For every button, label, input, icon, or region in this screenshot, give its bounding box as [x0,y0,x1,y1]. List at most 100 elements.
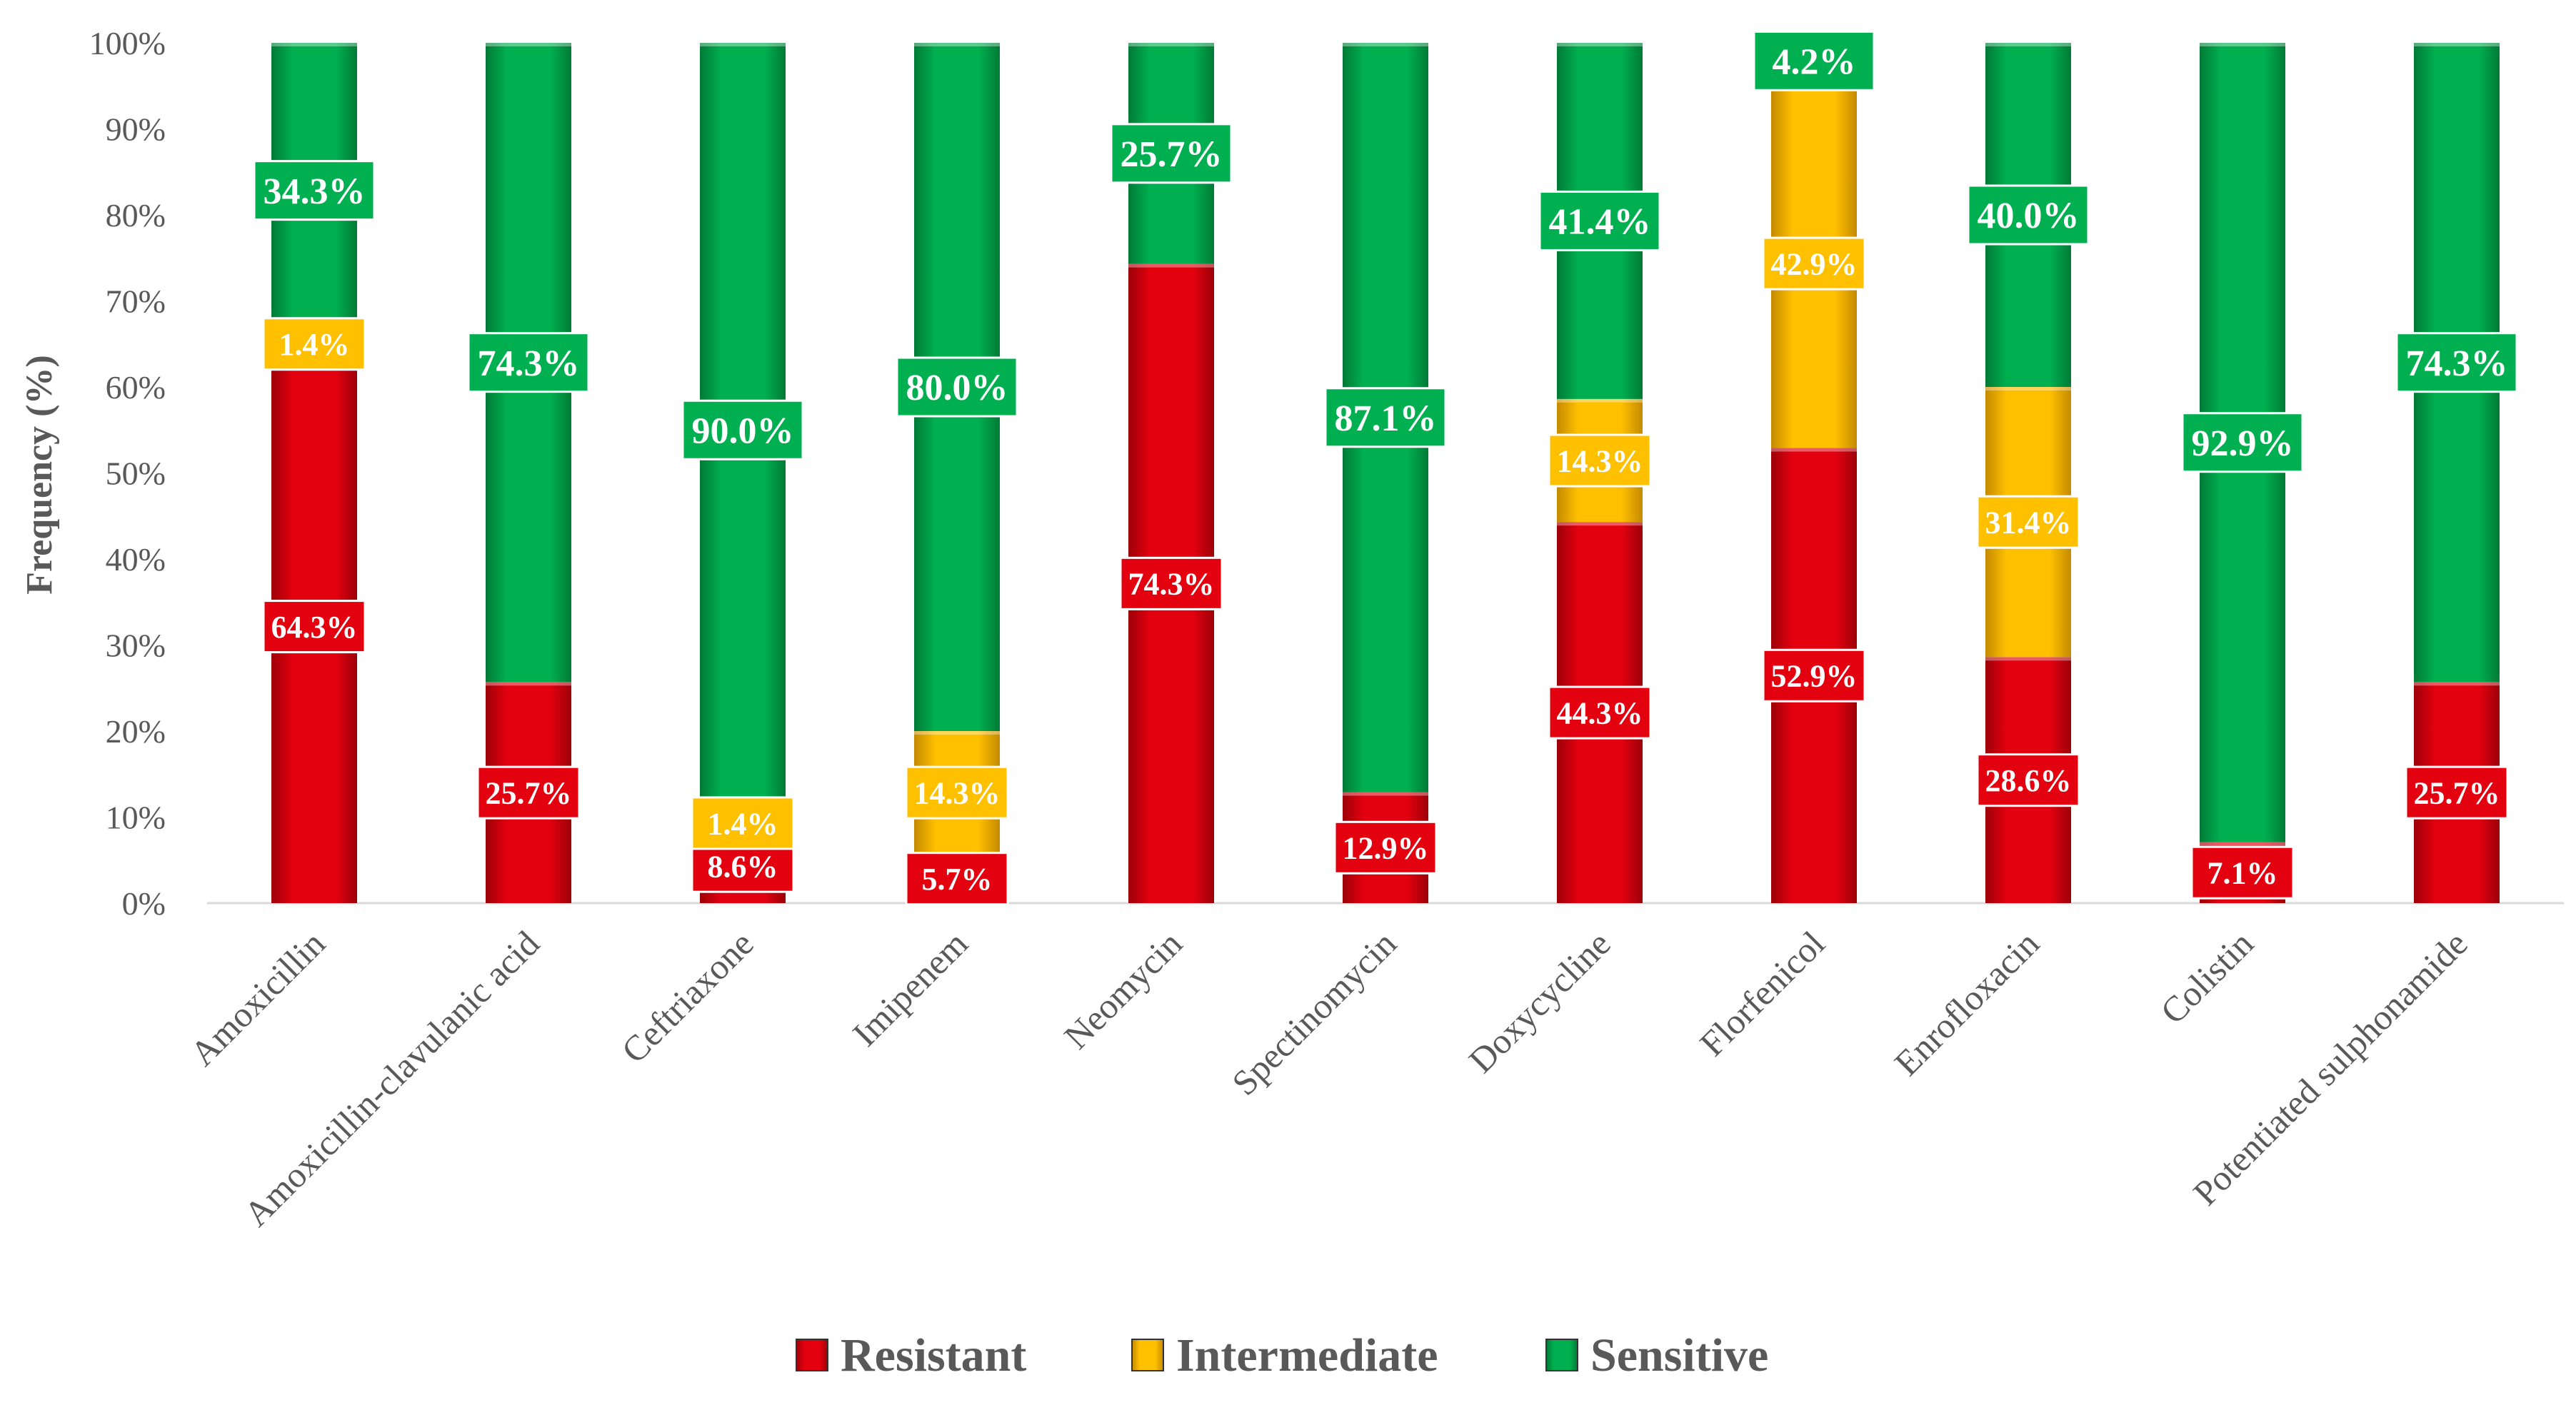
data-label-box [1976,495,2080,549]
data-label-intermediate-0: 1.4% [279,327,350,362]
bar-edge-highlight [486,682,571,686]
bar-edge-highlight [1557,522,1643,526]
data-label-box [467,332,590,393]
bars [271,43,2500,903]
bar-edge-highlight [2414,43,2500,46]
category-label: Enrofloxacin [1887,923,2047,1083]
data-label-resistant-9: 7.1% [2207,856,2278,891]
category-label: Doxycycline [1461,923,1618,1080]
bar-edge-highlight [2200,43,2285,46]
category-label: Neomycin [1056,923,1190,1057]
y-tick-label: 30% [106,628,166,664]
data-label-intermediate-6: 14.3% [1557,443,1643,478]
data-label-box [476,765,581,820]
bar-edge-highlight [2200,842,2285,846]
data-label-box [1548,685,1652,740]
y-tick-label: 60% [106,369,166,406]
y-tick-label: 10% [106,800,166,836]
data-label-box [1548,433,1652,488]
bar-edge-highlight [1771,448,1857,452]
category-label: Imipenem [845,923,976,1054]
data-label-box [1538,190,1661,251]
data-label-box [1762,236,1866,291]
data-label-intermediate-2: 1.4% [708,806,778,841]
y-tick-label: 100% [89,25,166,61]
bar-edge-highlight [1557,43,1643,46]
data-label-sensitive-6: 41.4% [1549,202,1651,243]
data-label-resistant-8: 28.6% [1985,763,2072,798]
category-label: Colistin [2152,923,2261,1032]
legend-swatch-intermediate [1131,1339,1164,1371]
data-label-box [691,796,795,850]
data-label-resistant-10: 25.7% [2414,776,2500,811]
data-label-sensitive-7: 4.2% [1773,42,1856,83]
data-label-sensitive-9: 92.9% [2192,423,2294,464]
data-label-box [2395,332,2518,393]
data-label-box [2190,845,2295,900]
data-label-resistant-3: 5.7% [922,862,993,897]
data-label-box [1762,648,1866,703]
data-label-box [1967,184,2090,246]
legend-label-sensitive: Sensitive [1590,1329,1768,1381]
data-label-intermediate-3: 14.3% [914,776,1001,811]
y-tick-label: 50% [106,455,166,492]
data-label-sensitive-10: 74.3% [2406,343,2508,384]
data-label-box [2405,765,2509,820]
data-label-sensitive-8: 40.0% [1978,196,2080,236]
legend-swatch-resistant [796,1339,828,1371]
bar-edge-highlight [2414,682,2500,686]
data-label-box [262,600,366,654]
y-tick-label: 80% [106,197,166,233]
data-label-box [1119,556,1223,610]
bar-edge-highlight [271,43,357,46]
bar-edge-highlight [1343,792,1428,796]
y-axis-ticks: 0% 10% 20% 30% 40% 50% 60% 70% 80% 90% 100% [89,25,166,922]
bar-edge-highlight [914,43,1000,46]
y-tick-label: 40% [106,541,166,578]
bar-edge-highlight [700,43,786,46]
data-label-sensitive-0: 34.3% [264,171,366,212]
data-label-box [681,399,804,460]
category-label: Florfenicol [1692,923,1833,1064]
data-label-box [905,852,1009,906]
data-label-box [1976,753,2080,807]
data-label-box [2181,412,2304,473]
data-label-intermediate-8: 31.4% [1985,505,2072,540]
legend: Resistant Intermediate Sensitive [796,1329,1768,1381]
legend-swatch-sensitive [1545,1339,1578,1371]
data-label-resistant-7: 52.9% [1771,659,1858,694]
data-label-resistant-2: 8.6% [708,850,778,885]
bar-edge-highlight [1985,387,2071,391]
data-labels: 64.3% 1.4% 34.3% 25.7% 74.3% 8.6% 1.4% 90.0% 5.7… [253,30,2518,906]
category-label: Ceftriaxone [613,923,761,1070]
bar-edge-highlight [1128,43,1214,46]
data-label-sensitive-3: 80.0% [906,368,1008,408]
data-label-intermediate-7: 42.9% [1771,246,1858,281]
data-label-box [1324,387,1447,448]
data-label-sensitive-4: 25.7% [1121,134,1223,175]
legend-label-resistant: Resistant [841,1329,1026,1381]
legend-label-intermediate: Intermediate [1176,1329,1438,1381]
bar-edge-highlight [1985,43,2071,46]
bar-edge-highlight [1343,43,1428,46]
data-label-sensitive-5: 87.1% [1335,398,1437,439]
data-label-resistant-4: 74.3% [1128,567,1215,602]
data-label-sensitive-2: 90.0% [692,411,794,451]
data-label-resistant-1: 25.7% [486,776,572,811]
data-label-box [253,160,376,221]
data-label-resistant-5: 12.9% [1343,831,1429,866]
data-label-resistant-0: 64.3% [271,610,358,645]
data-label-box [262,317,366,371]
data-label-box [1110,123,1233,184]
data-label-box [1753,30,1875,91]
bar-edge-highlight [1128,263,1214,268]
y-tick-label: 20% [106,713,166,750]
data-label-resistant-6: 44.3% [1557,695,1643,730]
data-label-box [896,356,1018,418]
bar-edge-highlight [1985,657,2071,661]
y-tick-label: 90% [106,111,166,148]
data-label-box [1333,820,1438,875]
data-label-sensitive-1: 74.3% [478,343,580,384]
